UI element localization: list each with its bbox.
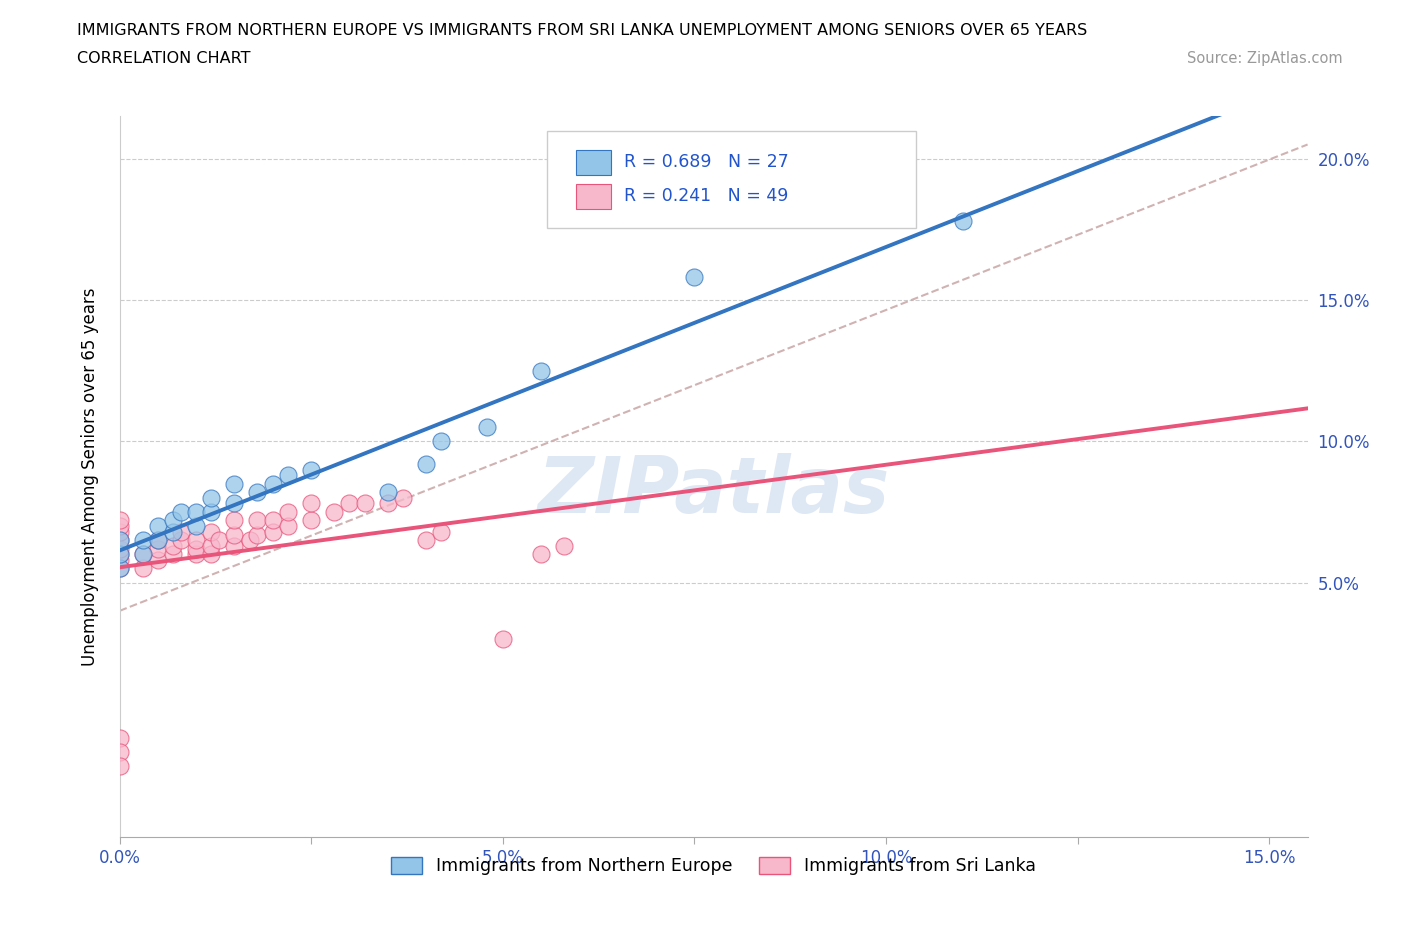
Point bbox=[170, 504, 193, 519]
Point bbox=[108, 547, 131, 562]
Point bbox=[108, 547, 131, 562]
Point bbox=[683, 270, 706, 285]
FancyBboxPatch shape bbox=[575, 184, 612, 208]
Point bbox=[262, 476, 284, 491]
Point bbox=[477, 419, 499, 434]
Point bbox=[224, 476, 246, 491]
Point bbox=[224, 496, 246, 511]
Point bbox=[553, 538, 575, 553]
Point bbox=[186, 541, 208, 556]
Point bbox=[262, 513, 284, 528]
Point bbox=[146, 541, 169, 556]
Point bbox=[162, 538, 184, 553]
Point bbox=[353, 496, 375, 511]
FancyBboxPatch shape bbox=[547, 130, 915, 228]
Point bbox=[246, 527, 269, 542]
Point bbox=[530, 364, 553, 379]
Point bbox=[131, 547, 153, 562]
Point bbox=[224, 527, 246, 542]
Point bbox=[146, 552, 169, 567]
Text: R = 0.241   N = 49: R = 0.241 N = 49 bbox=[624, 187, 789, 206]
Text: R = 0.689   N = 27: R = 0.689 N = 27 bbox=[624, 153, 789, 171]
Point bbox=[186, 533, 208, 548]
Y-axis label: Unemployment Among Seniors over 65 years: Unemployment Among Seniors over 65 years bbox=[80, 287, 98, 666]
Point bbox=[208, 533, 231, 548]
Point bbox=[530, 547, 553, 562]
Point bbox=[200, 525, 222, 539]
Legend: Immigrants from Northern Europe, Immigrants from Sri Lanka: Immigrants from Northern Europe, Immigra… bbox=[384, 850, 1043, 883]
Point bbox=[277, 519, 299, 534]
Point bbox=[162, 547, 184, 562]
Point bbox=[224, 513, 246, 528]
Point bbox=[430, 525, 453, 539]
Point bbox=[108, 561, 131, 576]
Point bbox=[415, 457, 437, 472]
Point bbox=[146, 533, 169, 548]
Point bbox=[162, 525, 184, 539]
Point bbox=[146, 533, 169, 548]
Point bbox=[377, 485, 399, 499]
Point bbox=[108, 525, 131, 539]
Point bbox=[339, 496, 361, 511]
Point bbox=[146, 519, 169, 534]
Text: CORRELATION CHART: CORRELATION CHART bbox=[77, 51, 250, 66]
Point bbox=[262, 525, 284, 539]
Point bbox=[415, 533, 437, 548]
Point bbox=[299, 513, 322, 528]
Point bbox=[277, 468, 299, 483]
Point bbox=[170, 525, 193, 539]
Point bbox=[108, 541, 131, 556]
Point bbox=[108, 533, 131, 548]
FancyBboxPatch shape bbox=[575, 150, 612, 175]
Point bbox=[239, 533, 262, 548]
Text: Source: ZipAtlas.com: Source: ZipAtlas.com bbox=[1187, 51, 1343, 66]
Point bbox=[200, 490, 222, 505]
Point bbox=[492, 631, 515, 646]
Point bbox=[108, 731, 131, 746]
Point bbox=[186, 519, 208, 534]
Point bbox=[108, 759, 131, 774]
Point bbox=[186, 547, 208, 562]
Point bbox=[200, 504, 222, 519]
Point bbox=[246, 513, 269, 528]
Point bbox=[108, 745, 131, 760]
Point bbox=[162, 513, 184, 528]
Point bbox=[131, 533, 153, 548]
Point bbox=[131, 561, 153, 576]
Point bbox=[299, 462, 322, 477]
Point bbox=[200, 547, 222, 562]
Point bbox=[299, 496, 322, 511]
Point bbox=[108, 519, 131, 534]
Point bbox=[108, 552, 131, 567]
Point bbox=[246, 485, 269, 499]
Point bbox=[108, 533, 131, 548]
Point bbox=[377, 496, 399, 511]
Point bbox=[392, 490, 415, 505]
Point bbox=[108, 513, 131, 528]
Point bbox=[277, 504, 299, 519]
Point bbox=[108, 561, 131, 576]
Point bbox=[952, 213, 974, 228]
Point bbox=[224, 538, 246, 553]
Point bbox=[131, 547, 153, 562]
Point bbox=[323, 504, 346, 519]
Text: ZIPatlas: ZIPatlas bbox=[537, 453, 890, 529]
Point bbox=[430, 434, 453, 449]
Point bbox=[170, 533, 193, 548]
Point bbox=[186, 504, 208, 519]
Text: IMMIGRANTS FROM NORTHERN EUROPE VS IMMIGRANTS FROM SRI LANKA UNEMPLOYMENT AMONG : IMMIGRANTS FROM NORTHERN EUROPE VS IMMIG… bbox=[77, 23, 1088, 38]
Point bbox=[200, 538, 222, 553]
